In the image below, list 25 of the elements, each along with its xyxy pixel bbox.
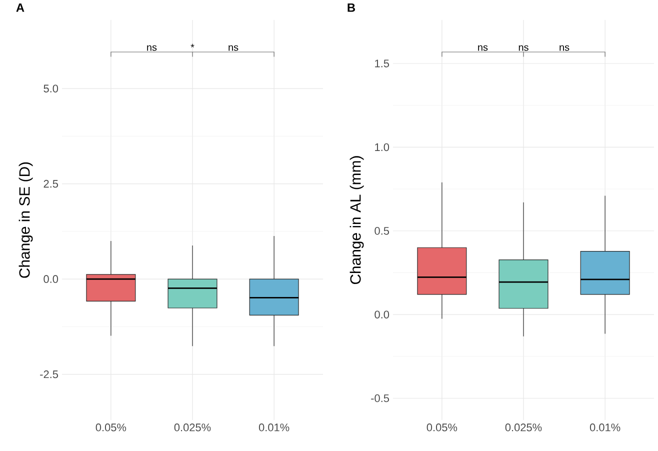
y-tick-label: -2.5	[40, 370, 58, 378]
y-tick-label: 1.5	[375, 60, 390, 68]
y-axis-title: Change in SE (D)	[18, 162, 33, 278]
y-tick-label: -0.5	[371, 394, 390, 402]
x-tick-label: 0.05%	[96, 424, 126, 432]
x-tick-label: 0.025%	[505, 424, 542, 432]
chart-title: A	[16, 4, 24, 12]
annotation: ns	[518, 45, 528, 51]
y-tick-label: 2.5	[44, 180, 58, 188]
y-tick-label: 0.5	[374, 227, 390, 235]
annotation: ns	[560, 45, 570, 51]
y-tick-label: 5.0	[44, 84, 58, 92]
chart-title: B	[348, 4, 356, 12]
y-tick-label: 1.0	[375, 143, 390, 152]
y-tick-label: 0.0	[374, 310, 390, 318]
x-tick-label: 0.01%	[258, 424, 290, 432]
y-tick-label: 0.0	[44, 275, 58, 283]
x-tick-label: 0.05%	[426, 424, 458, 432]
annotation: ns	[147, 45, 157, 51]
annotation: ns	[478, 45, 488, 51]
annotation: *	[190, 44, 194, 48]
y-axis-title: Change in AL (mm)	[350, 156, 364, 284]
x-tick-label: 0.01%	[590, 424, 620, 432]
x-tick-label: 0.025%	[174, 424, 211, 432]
annotation: ns	[228, 45, 238, 51]
